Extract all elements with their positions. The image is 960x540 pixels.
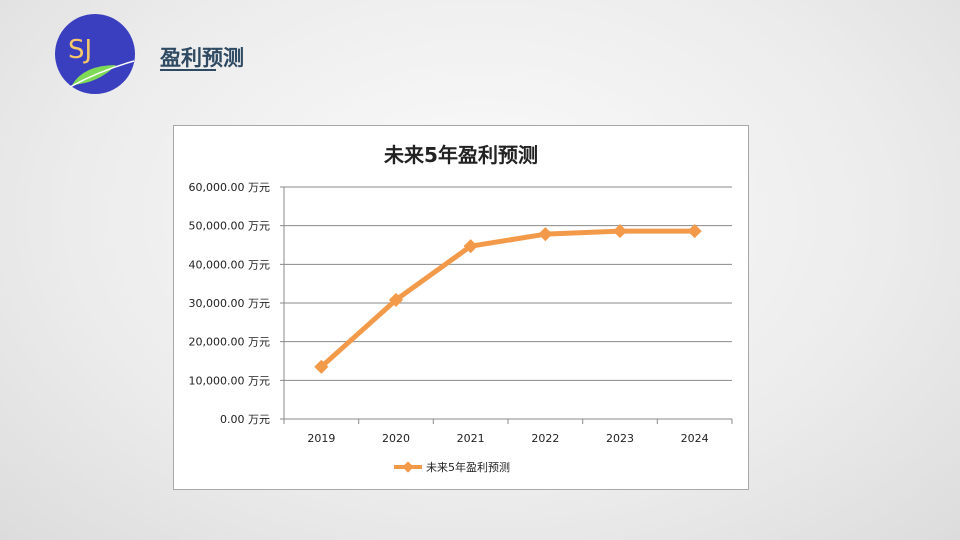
- y-tick-label: 60,000.00 万元: [189, 181, 270, 194]
- line-chart: 未来5年盈利预测 0.00 万元 10,000.00 万元 20,000.00 万元…: [189, 143, 733, 474]
- data-point: [463, 239, 478, 254]
- x-tick-label: 2022: [531, 432, 559, 445]
- title-underline: [160, 69, 216, 71]
- legend-marker: [402, 461, 414, 473]
- x-tick-label: 2023: [606, 432, 634, 445]
- chart-title: 未来5年盈利预测: [384, 143, 538, 167]
- y-tick-label: 20,000.00 万元: [189, 336, 270, 349]
- data-point: [538, 227, 553, 242]
- chart-container: 未来5年盈利预测 0.00 万元 10,000.00 万元 20,000.00 万元…: [173, 125, 749, 490]
- data-point: [687, 224, 702, 239]
- legend-label: 未来5年盈利预测: [426, 460, 510, 474]
- data-point: [388, 292, 404, 307]
- y-tick-label: 0.00 万元: [220, 413, 270, 426]
- x-tick-label: 2019: [307, 432, 335, 445]
- y-tick-label: 40,000.00 万元: [189, 258, 270, 271]
- y-tick-label: 30,000.00 万元: [189, 297, 270, 310]
- sj-logo: SJ: [55, 14, 135, 94]
- data-point: [612, 224, 628, 239]
- svg-text:SJ: SJ: [68, 35, 92, 65]
- x-tick-label: 2020: [382, 432, 410, 445]
- series-line: [319, 228, 695, 369]
- x-tick-label: 2024: [681, 432, 709, 445]
- x-tick-label: 2021: [457, 432, 485, 445]
- data-point: [314, 359, 329, 374]
- page-title: 盈利预测: [160, 47, 244, 70]
- y-tick-label: 50,000.00 万元: [189, 220, 270, 233]
- y-tick-label: 10,000.00 万元: [189, 374, 270, 387]
